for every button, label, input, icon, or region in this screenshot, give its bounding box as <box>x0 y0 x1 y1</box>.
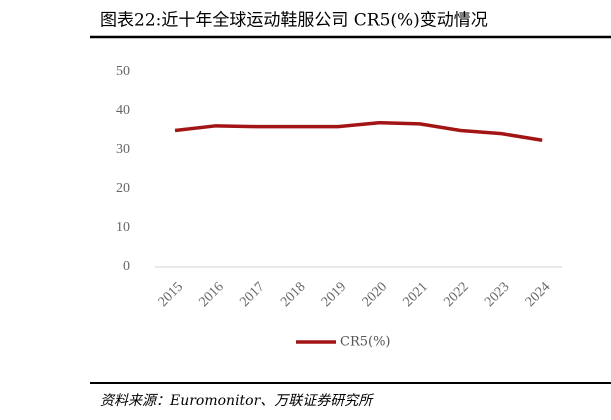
legend-label: CR5(%) <box>340 335 391 350</box>
x-tick-label: 2024 <box>523 279 553 309</box>
y-tick-label: 30 <box>116 142 130 157</box>
x-tick-label: 2021 <box>400 279 430 309</box>
x-tick-label: 2020 <box>360 279 390 309</box>
source-note: 资料来源：Euromonitor、万联证券研究所 <box>100 393 374 409</box>
y-tick-label: 20 <box>116 181 130 196</box>
y-tick-label: 0 <box>123 259 130 274</box>
series-line <box>174 120 543 142</box>
x-tick-label: 2017 <box>237 279 267 309</box>
x-tick-label: 2016 <box>196 279 226 309</box>
chart-title: 图表22:近十年全球运动鞋服公司 CR5(%)变动情况 <box>100 11 488 31</box>
y-tick-label: 10 <box>116 220 130 235</box>
x-tick-label: 2022 <box>441 279 471 309</box>
x-tick-label: 2019 <box>319 279 349 309</box>
y-tick-label: 40 <box>116 103 130 118</box>
x-tick-label: 2018 <box>278 279 308 309</box>
x-tick-label: 2023 <box>482 279 512 309</box>
x-tick-label: 2015 <box>156 279 186 309</box>
y-tick-label: 50 <box>116 64 130 79</box>
